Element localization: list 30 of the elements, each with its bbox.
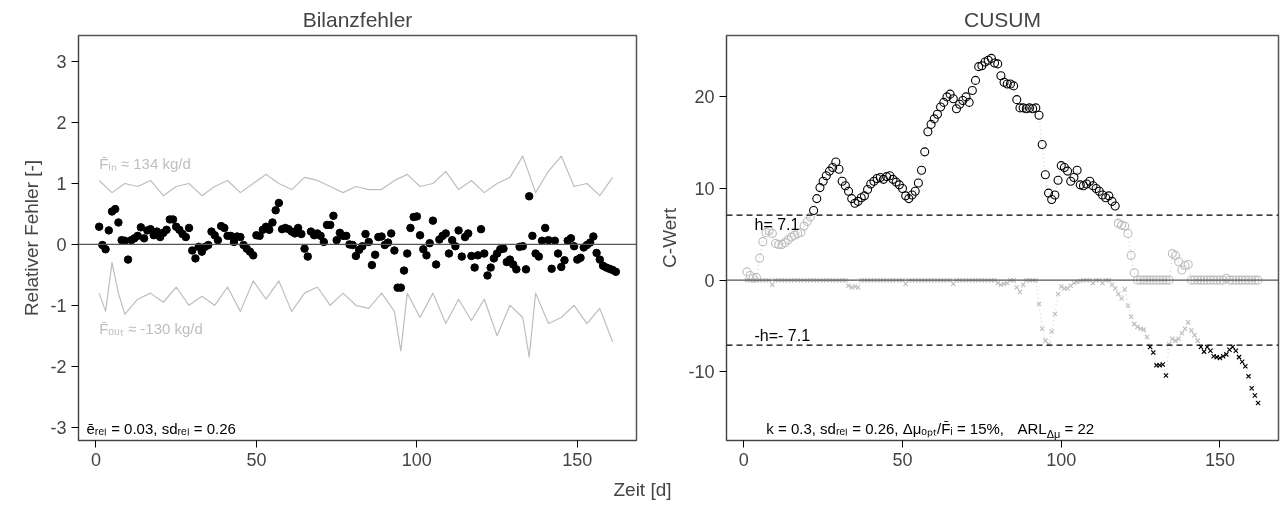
y-tick-label: 3 (56, 52, 67, 73)
y-tick-label: -3 (50, 417, 67, 438)
y-tick-label: 2 (56, 113, 67, 134)
x-axis-title: Zeit [d] (613, 478, 672, 500)
ref-line-label: h= 7.1 (754, 216, 800, 234)
x-tick-label: 100 (401, 449, 432, 470)
x-tick-label: 50 (246, 449, 267, 470)
ref-line-label: -h=- 7.1 (754, 327, 811, 345)
annotation: ēᵣₑₗ = 0.03, sdᵣₑₗ = 0.26 (86, 419, 236, 437)
y-tick-label: -1 (50, 295, 67, 316)
chart-title: Bilanzfehler (302, 7, 413, 31)
y-tick-label: -10 (688, 362, 715, 383)
series-label: F̄ₒᵤₜ ≈ -130 kg/d (99, 320, 203, 338)
y-tick-label: 1 (56, 173, 67, 194)
x-tick-label: 150 (562, 449, 593, 470)
x-tick-label: 0 (738, 449, 749, 470)
y-tick-label: 20 (694, 87, 715, 108)
chart-title: CUSUM (964, 7, 1041, 31)
x-tick-label: 100 (1046, 449, 1077, 470)
x-tick-label: 0 (90, 449, 101, 470)
y-axis-title: C-Wert (659, 207, 681, 268)
y-tick-label: -2 (50, 356, 67, 377)
y-tick-label: 0 (56, 234, 67, 255)
y-tick-label: 0 (704, 270, 715, 291)
y-tick-label: 10 (694, 179, 715, 200)
series-label: F̄ᵢₙ ≈ 134 kg/d (99, 155, 191, 173)
line-series (98, 262, 614, 358)
x-tick-label: 50 (892, 449, 913, 470)
x-tick-label: 150 (1204, 449, 1235, 470)
y-axis-title: Relativer Fehler [-] (21, 159, 43, 317)
